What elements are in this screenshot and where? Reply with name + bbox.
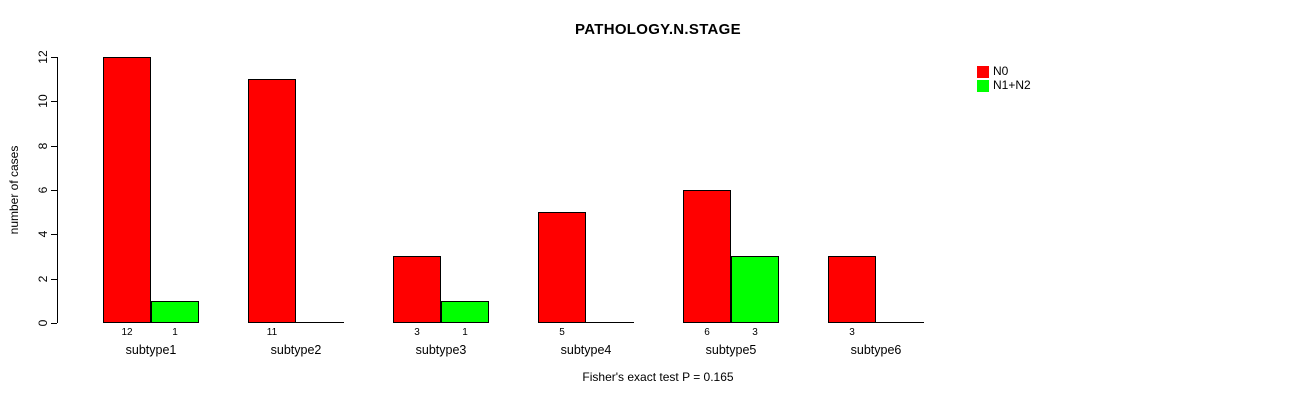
legend-label-n0: N0 xyxy=(993,64,1009,78)
y-axis-tick xyxy=(51,234,57,236)
legend-swatch-n1n2 xyxy=(977,79,989,92)
bar-value-label: 5 xyxy=(559,327,565,338)
bar-value-label: 1 xyxy=(462,327,468,338)
category-label: subtype4 xyxy=(560,343,612,357)
category-label: subtype2 xyxy=(270,343,322,357)
y-tick-label: 10 xyxy=(36,94,50,109)
legend-item-n1n2: N1+N2 xyxy=(977,79,1031,92)
y-axis-line xyxy=(57,57,58,323)
bar-value-label: 12 xyxy=(121,327,133,338)
bar-value-label: 1 xyxy=(172,327,178,338)
y-axis-label: number of cases xyxy=(7,145,21,235)
bar-value-label: 3 xyxy=(849,327,855,338)
legend-label-n1n2: N1+N2 xyxy=(993,78,1031,92)
bar-value-label: 6 xyxy=(704,327,710,338)
legend-swatch-n0 xyxy=(977,65,989,78)
bar-n1n2 xyxy=(151,301,199,323)
bar-value-label: 11 xyxy=(266,327,278,338)
y-tick-label: 6 xyxy=(36,186,50,194)
bar-n0 xyxy=(538,212,586,323)
bar-n0 xyxy=(393,256,441,323)
bar-n0 xyxy=(248,79,296,323)
category-label: subtype5 xyxy=(705,343,757,357)
y-axis-tick xyxy=(51,57,57,58)
y-axis-tick xyxy=(51,278,57,280)
bar-n0 xyxy=(103,57,151,323)
y-axis-tick xyxy=(51,323,57,324)
y-tick-label: 0 xyxy=(36,319,50,327)
bar-value-label: 3 xyxy=(752,327,758,338)
chart-title: PATHOLOGY.N.STAGE xyxy=(575,21,741,38)
bar-n1n2 xyxy=(441,301,489,323)
legend: N0 N1+N2 xyxy=(977,65,1031,92)
y-axis-tick xyxy=(51,190,57,191)
zero-bar-line xyxy=(586,322,634,323)
y-tick-label: 12 xyxy=(36,50,50,64)
legend-item-n0: N0 xyxy=(977,65,1031,78)
zero-bar-line xyxy=(876,322,924,323)
category-label: subtype6 xyxy=(850,343,902,357)
y-tick-label: 2 xyxy=(36,275,50,282)
y-tick-label: 4 xyxy=(36,230,50,238)
bar-n0 xyxy=(683,190,731,323)
bar-n0 xyxy=(828,256,876,323)
y-axis-tick xyxy=(51,145,57,147)
zero-bar-line xyxy=(296,322,344,323)
category-label: subtype1 xyxy=(125,343,177,357)
bar-n1n2 xyxy=(731,256,779,323)
y-axis-tick xyxy=(51,101,57,103)
annotation-text: Fisher's exact test P = 0.165 xyxy=(582,370,734,384)
category-label: subtype3 xyxy=(415,343,467,357)
bar-value-label: 3 xyxy=(414,327,420,338)
y-tick-label: 8 xyxy=(36,142,50,149)
